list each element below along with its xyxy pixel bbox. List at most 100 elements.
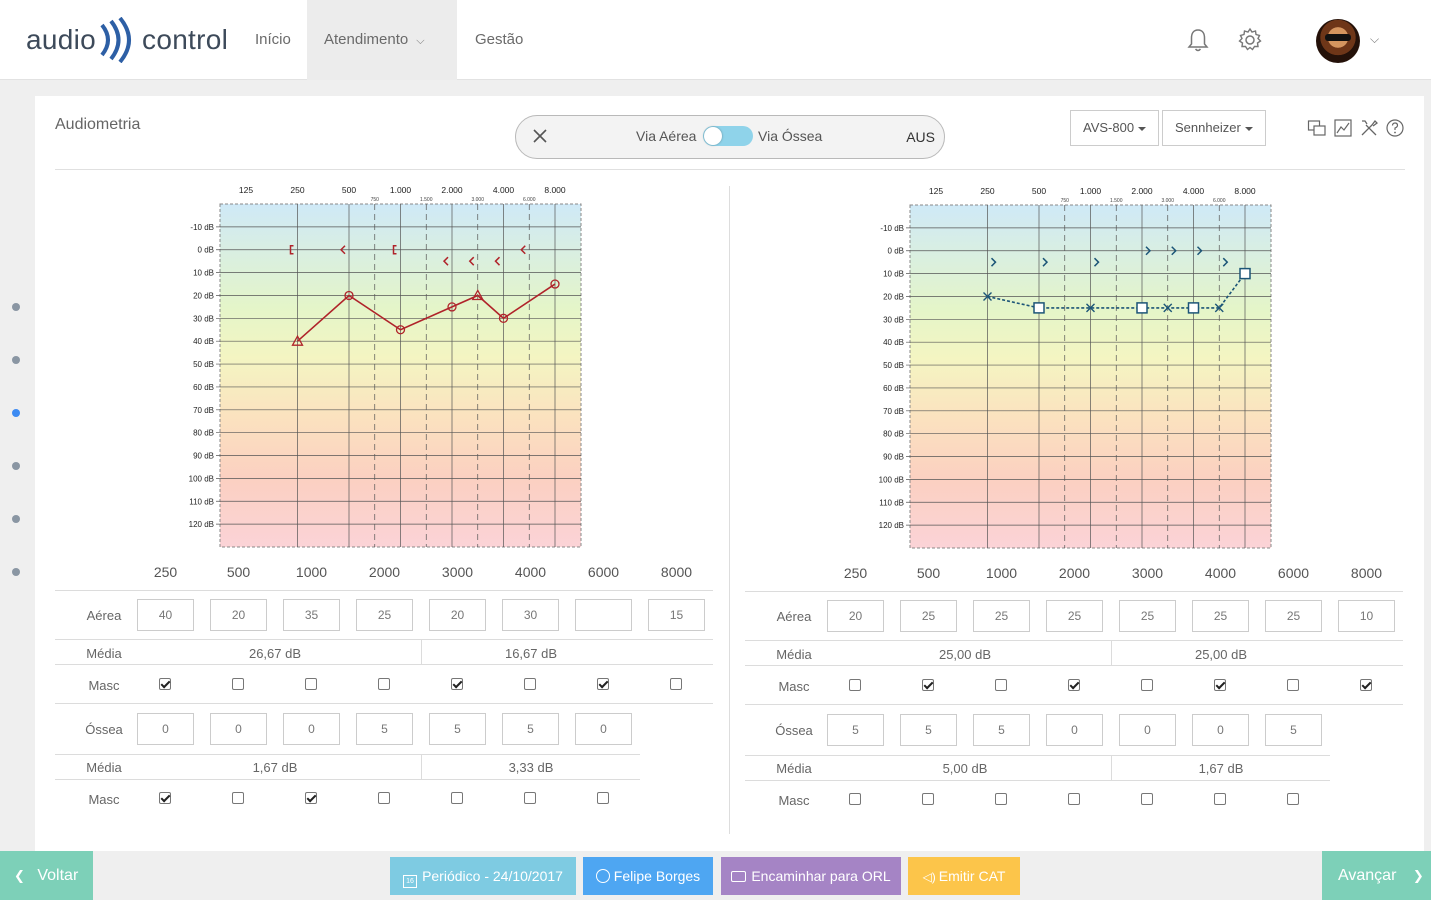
masc-aerea-checkbox[interactable] (1068, 679, 1080, 691)
close-icon[interactable] (530, 126, 550, 146)
masc-ossea-checkbox[interactable] (1068, 793, 1080, 805)
masc-ossea-checkbox[interactable] (1287, 793, 1299, 805)
ossea-input[interactable]: 5 (973, 714, 1030, 746)
masc-ossea-checkbox[interactable] (305, 792, 317, 804)
tools-icon[interactable] (1359, 118, 1379, 138)
masc-ossea-checkbox[interactable] (524, 792, 536, 804)
masc-aerea-checkbox[interactable] (849, 679, 861, 691)
masc-ossea-checkbox[interactable] (922, 793, 934, 805)
masc-aerea-checkbox[interactable] (670, 678, 682, 690)
step-dot-2[interactable] (12, 356, 20, 364)
step-dot-5[interactable] (12, 515, 20, 523)
aerea-input[interactable]: 40 (137, 599, 194, 631)
aerea-input[interactable]: 20 (210, 599, 267, 631)
avatar[interactable] (1316, 19, 1360, 63)
aerea-input[interactable]: 35 (283, 599, 340, 631)
step-dot-6[interactable] (12, 568, 20, 576)
masc-ossea-checkbox[interactable] (232, 792, 244, 804)
nav-inicio[interactable]: Início (255, 31, 291, 48)
aerea-input[interactable]: 20 (827, 600, 884, 632)
divider (729, 186, 730, 834)
ossea-input[interactable]: 0 (283, 713, 340, 745)
aerea-input[interactable]: 25 (1046, 600, 1103, 632)
ossea-input[interactable]: 5 (502, 713, 559, 745)
masc-label: Masc (778, 793, 810, 808)
aus-label[interactable]: AUS (906, 129, 935, 145)
ossea-input[interactable]: 5 (1265, 714, 1322, 746)
ossea-input[interactable]: 0 (575, 713, 632, 745)
aerea-input[interactable] (575, 599, 632, 631)
aerea-input[interactable]: 25 (900, 600, 957, 632)
masc-ossea-checkbox[interactable] (378, 792, 390, 804)
media-label: Média (776, 761, 812, 776)
masc-aerea-checkbox[interactable] (305, 678, 317, 690)
ossea-input[interactable]: 0 (1192, 714, 1249, 746)
masc-aerea-checkbox[interactable] (159, 678, 171, 690)
help-icon[interactable] (1385, 118, 1405, 138)
freq-tick-label: 2.000 (1131, 186, 1153, 196)
freq-mid-tick-label: 750 (1061, 198, 1070, 204)
masc-ossea-checkbox[interactable] (159, 792, 171, 804)
air-marker (550, 279, 560, 289)
masc-aerea-checkbox[interactable] (1214, 679, 1226, 691)
periodico-button[interactable]: 16 Periódico - 24/10/2017 (390, 857, 576, 895)
aerea-input[interactable]: 25 (1265, 600, 1322, 632)
compare-icon[interactable] (1307, 118, 1327, 138)
masc-aerea-checkbox[interactable] (451, 678, 463, 690)
masc-ossea-checkbox[interactable] (597, 792, 609, 804)
logo[interactable]: audio control (26, 14, 228, 66)
masc-aerea-checkbox[interactable] (524, 678, 536, 690)
masc-aerea-checkbox[interactable] (922, 679, 934, 691)
masc-ossea-checkbox[interactable] (849, 793, 861, 805)
masc-aerea-checkbox[interactable] (1360, 679, 1372, 691)
step-dot-1[interactable] (12, 303, 20, 311)
ossea-input[interactable]: 5 (356, 713, 413, 745)
ossea-input[interactable]: 0 (137, 713, 194, 745)
ossea-input[interactable]: 0 (1119, 714, 1176, 746)
nav-gestao[interactable]: Gestão (475, 31, 524, 48)
aerea-input[interactable]: 25 (1192, 600, 1249, 632)
masc-ossea-checkbox[interactable] (1214, 793, 1226, 805)
masc-label: Masc (88, 792, 120, 807)
step-dot-4[interactable] (12, 462, 20, 470)
patient-button[interactable]: Felipe Borges (583, 857, 713, 895)
db-tick-label: 0 dB (888, 247, 904, 256)
masc-aerea-checkbox[interactable] (597, 678, 609, 690)
ossea-input[interactable]: 5 (429, 713, 486, 745)
aerea-input[interactable]: 20 (429, 599, 486, 631)
headphone-dropdown[interactable]: Sennheizer (1162, 110, 1266, 146)
chart-icon[interactable] (1333, 118, 1353, 138)
masc-aerea-checkbox[interactable] (232, 678, 244, 690)
masc-ossea-checkbox[interactable] (1141, 793, 1153, 805)
aerea-input[interactable]: 25 (1119, 600, 1176, 632)
equipment-dropdown[interactable]: AVS-800 (1070, 110, 1160, 146)
masc-ossea-checkbox[interactable] (995, 793, 1007, 805)
freq-tick-label: 8.000 (544, 185, 566, 195)
db-tick-label: 110 dB (189, 497, 214, 506)
avancar-button[interactable]: Avançar ❯ (1322, 851, 1431, 900)
chevron-down-icon[interactable]: ⌵ (1370, 32, 1380, 46)
aerea-input[interactable]: 15 (648, 599, 705, 631)
masc-aerea-checkbox[interactable] (1141, 679, 1153, 691)
emitir-cat-button[interactable]: ◁) Emitir CAT (908, 857, 1020, 895)
masc-aerea-checkbox[interactable] (995, 679, 1007, 691)
aerea-input[interactable]: 30 (502, 599, 559, 631)
aerea-input[interactable]: 25 (356, 599, 413, 631)
encaminhar-orl-button[interactable]: Encaminhar para ORL (721, 857, 901, 895)
nav-atendimento[interactable]: Atendimento ⌵ (307, 0, 457, 80)
ossea-input[interactable]: 0 (210, 713, 267, 745)
masc-ossea-checkbox[interactable] (451, 792, 463, 804)
gear-icon[interactable] (1237, 27, 1263, 53)
masc-aerea-checkbox[interactable] (1287, 679, 1299, 691)
aerea-input[interactable]: 10 (1338, 600, 1395, 632)
step-dot-3[interactable] (12, 409, 20, 417)
conduction-toggle[interactable] (703, 126, 753, 146)
masc-aerea-checkbox[interactable] (378, 678, 390, 690)
voltar-button[interactable]: ❮ Voltar (0, 851, 93, 900)
db-tick-label: 100 dB (189, 474, 214, 483)
aerea-input[interactable]: 25 (973, 600, 1030, 632)
bell-icon[interactable] (1185, 27, 1211, 53)
ossea-input[interactable]: 5 (827, 714, 884, 746)
ossea-input[interactable]: 5 (900, 714, 957, 746)
ossea-input[interactable]: 0 (1046, 714, 1103, 746)
